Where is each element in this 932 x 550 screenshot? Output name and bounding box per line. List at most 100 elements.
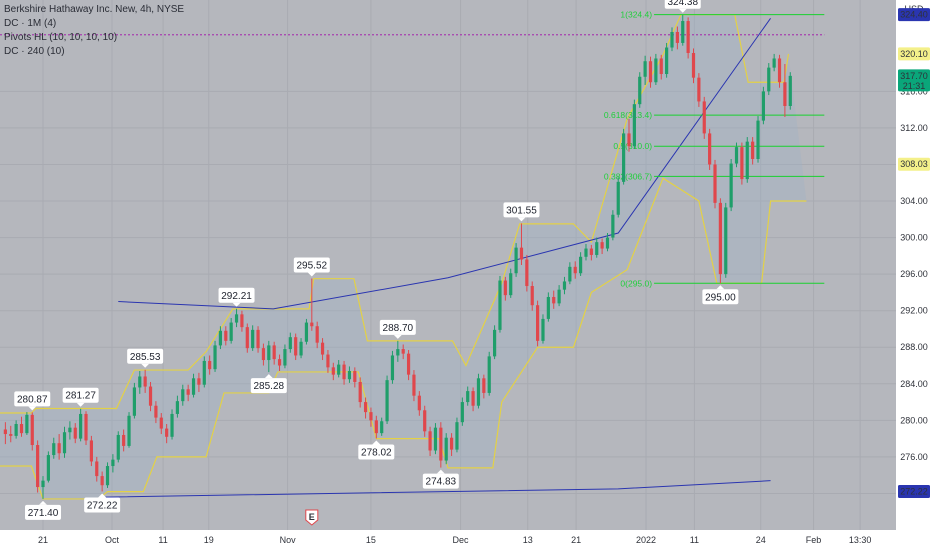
candle-body	[396, 349, 400, 356]
candle-body	[439, 427, 443, 461]
candle-body	[79, 413, 83, 439]
pivot-label-pointer	[436, 469, 445, 474]
price-axis-panel[interactable]	[896, 0, 932, 550]
time-tick-label: 11	[158, 535, 167, 545]
candle-body	[654, 58, 658, 83]
chart-legend: Berkshire Hathaway Inc. New, 4h, NYSE DC…	[4, 3, 184, 59]
pivot-label-text: 278.02	[361, 447, 392, 458]
candle-body	[288, 337, 292, 350]
pivot-label-box	[14, 391, 51, 407]
pivot-label-box	[127, 348, 164, 364]
candle-body	[579, 256, 583, 274]
candle-body	[213, 345, 217, 370]
candle-body	[369, 412, 373, 421]
price-badge	[898, 47, 930, 61]
candle-body	[46, 455, 50, 481]
price-tick-label: 288.00	[900, 342, 928, 352]
pivot-label-text: 324.38	[667, 0, 698, 8]
candle-body	[417, 395, 421, 411]
price-badge-text: 272.22	[900, 486, 928, 496]
candle-body	[261, 348, 266, 361]
pivot-label-text: 285.28	[254, 381, 285, 392]
time-axis: 21 Oct 11 19 Nov 15 Dec 13 21 2022 11 24 Feb 13:30	[38, 535, 871, 545]
candle-body	[761, 91, 765, 121]
price-tick-label: 316.00	[900, 86, 928, 96]
candle-body	[675, 31, 679, 43]
candle-body	[525, 259, 529, 287]
candle-body	[127, 415, 131, 446]
candle-body	[385, 380, 389, 422]
candle-body	[562, 281, 567, 290]
candle-body	[272, 345, 276, 360]
candle-body	[256, 329, 260, 349]
candle-body	[519, 247, 524, 260]
price-badge-text: 324.40	[900, 10, 928, 20]
candle-body	[19, 424, 24, 434]
candle-body	[304, 322, 309, 342]
legend-indicator-dc-1m[interactable]: DC · 1M (4)	[4, 18, 57, 29]
candle-body	[648, 61, 653, 83]
plot-area[interactable]	[0, 0, 896, 530]
legend-indicator-dc-240[interactable]: DC · 240 (10)	[4, 46, 65, 57]
candle-body	[358, 381, 362, 403]
time-tick-label: 13	[523, 535, 533, 545]
candle-body	[449, 437, 454, 450]
pivot-label-box	[84, 497, 121, 513]
candle-body	[315, 326, 319, 343]
candle-body	[89, 440, 93, 462]
candle-body	[337, 364, 341, 375]
pivot-label-pointer	[393, 334, 402, 339]
fib-level-label: 1(324.4)	[620, 10, 652, 20]
candle-body	[471, 391, 475, 406]
time-tick-label: 21	[38, 535, 48, 545]
legend-indicator-pivots[interactable]: Pivots HL (10, 10, 10, 10)	[4, 32, 118, 43]
candle-body	[41, 480, 45, 488]
pivot-label-pointer	[372, 440, 381, 445]
price-badge	[898, 157, 930, 171]
time-tick-label: Feb	[806, 535, 822, 545]
candle-body	[412, 374, 416, 396]
pivot-label-text: 295.00	[705, 292, 736, 303]
candle-body	[627, 133, 631, 147]
pivot-label-box	[25, 504, 62, 520]
candle-body	[84, 413, 88, 441]
pivot-label-pointer	[28, 406, 37, 411]
candle-body	[326, 354, 330, 368]
candle-body	[347, 371, 352, 380]
candle-body	[681, 21, 685, 43]
candle-body	[708, 133, 712, 165]
pivot-label-box	[358, 444, 395, 460]
pivot-label-box	[293, 257, 330, 273]
time-axis-panel[interactable]	[0, 530, 896, 550]
candle-body	[568, 266, 572, 282]
candle-body	[702, 101, 706, 134]
time-tick-label: 21	[571, 535, 581, 545]
candle-body	[509, 273, 513, 296]
grid	[0, 0, 896, 530]
candle-body	[466, 391, 470, 403]
pivot-label-text: 280.87	[17, 394, 48, 405]
price-tick-label: 280.00	[900, 415, 928, 425]
pivot-label-box	[379, 319, 416, 335]
candle-body	[740, 147, 744, 180]
pivot-label-text: 301.55	[506, 205, 537, 216]
candle-body	[116, 434, 120, 460]
candle-body	[294, 337, 298, 356]
candle-body	[557, 289, 561, 304]
candle-body	[686, 21, 690, 53]
price-tick-label: 300.00	[900, 233, 928, 243]
pivot-label-box	[503, 202, 540, 218]
candle-body	[428, 431, 432, 451]
legend-title[interactable]: Berkshire Hathaway Inc. New, 4h, NYSE	[4, 4, 185, 15]
price-tick-label: 284.00	[900, 379, 928, 389]
pivot-label-text: 274.83	[426, 477, 457, 488]
candle-body	[713, 164, 717, 203]
candle-body	[100, 476, 104, 486]
candle-body	[143, 376, 147, 387]
candle-body	[514, 247, 518, 274]
time-tick-label: 15	[366, 535, 376, 545]
candle-body	[665, 47, 669, 75]
pivot-label-pointer	[232, 302, 241, 307]
